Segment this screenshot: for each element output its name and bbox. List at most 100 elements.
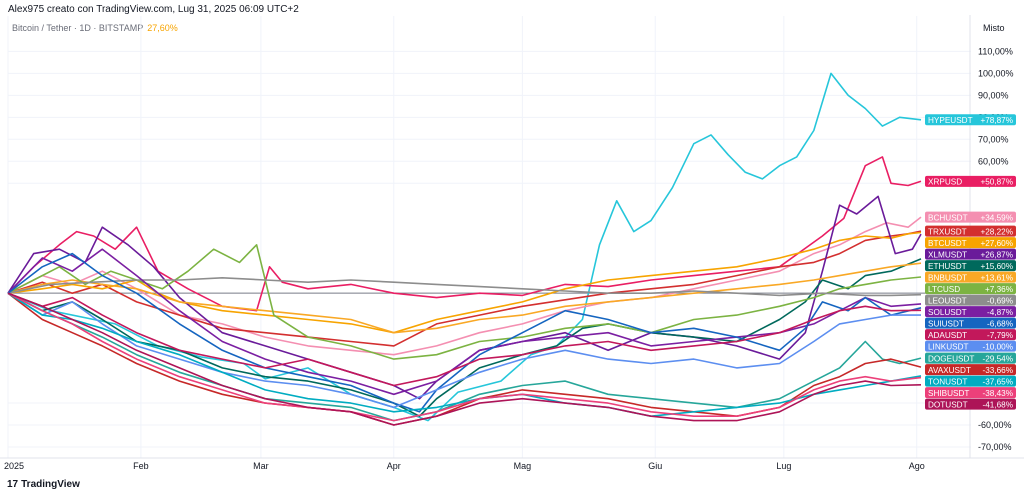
series-end-badge[interactable]: TONUSDT -37,65% <box>925 375 1016 387</box>
series-badge-name: BTCUSDT <box>928 239 967 248</box>
series-end-badge[interactable]: XRPUSD +50,87% <box>925 175 1016 187</box>
series-line-bnbusdt[interactable] <box>7 262 922 334</box>
series-line-bchusdt[interactable] <box>7 216 922 356</box>
y-tick-label: 90,00% <box>978 90 1009 100</box>
series-line-hypeusdt[interactable] <box>7 72 922 422</box>
attribution-text: Alex975 creato con TradingView.com, Lug … <box>8 4 299 15</box>
series-badge-name: LINKUSDT <box>928 342 969 351</box>
series-badge-value: +78,87% <box>980 116 1013 125</box>
series-badge-value: -38,43% <box>983 389 1014 398</box>
series-badge-name: SOLUSDT <box>928 308 967 317</box>
series-end-badge[interactable]: BCHUSDT +34,59% <box>925 211 1016 223</box>
scale-mode-label[interactable]: Misto <box>983 23 1005 33</box>
series-badge-bg <box>925 271 1016 283</box>
series-badge-value: +27,60% <box>980 239 1013 248</box>
series-line-ethusdt[interactable] <box>7 258 922 417</box>
series-badge-bg <box>925 375 1016 387</box>
x-tick-label: Mag <box>514 461 532 471</box>
series-line-leousdt[interactable] <box>7 277 922 297</box>
series-badge-value: +13,61% <box>980 273 1013 282</box>
series-end-badge[interactable]: SHIBUSDT -38,43% <box>925 387 1016 399</box>
symbol-change: 27,60% <box>147 23 178 33</box>
y-tick-label: 110,00% <box>978 46 1013 56</box>
series-badge-bg <box>925 294 1016 306</box>
series-badge-value: -29,54% <box>983 354 1014 363</box>
series-end-badge[interactable]: DOTUSDT -41,68% <box>925 398 1016 410</box>
series-badge-name: TONUSDT <box>928 377 967 386</box>
series-badge-bg <box>925 398 1016 410</box>
series-badge-bg <box>925 283 1016 295</box>
series-end-badge[interactable]: LEOUSDT -0,69% <box>925 294 1016 306</box>
series-line-shibusdt[interactable] <box>7 292 922 422</box>
y-tick-label: -60,00% <box>978 420 1012 430</box>
series-badge-bg <box>925 211 1016 223</box>
series-end-badge[interactable]: AVAXUSDT -33,66% <box>925 364 1016 376</box>
tradingview-logo[interactable]: 17 TradingView <box>7 479 80 490</box>
x-tick-label: Feb <box>133 461 149 471</box>
series-badge-bg <box>925 364 1016 376</box>
series-line-xrpusd[interactable] <box>7 156 922 312</box>
tradingview-logo-mark: 17 <box>7 479 19 490</box>
series-end-badge[interactable]: DOGEUSDT -29,54% <box>925 352 1016 364</box>
series-badge-value: -41,68% <box>983 400 1014 409</box>
series-badge-name: AVAXUSDT <box>928 366 971 375</box>
series-badge-bg <box>925 175 1016 187</box>
series-end-badge[interactable]: ADAUSDT -7,79% <box>925 329 1016 341</box>
series-line-suiusdt[interactable] <box>7 252 922 413</box>
y-tick-label: 70,00% <box>978 134 1009 144</box>
y-tick-label: -70,00% <box>978 442 1012 452</box>
series-end-badge[interactable]: SOLUSDT -4,87% <box>925 306 1016 318</box>
series-line-ltcusd[interactable] <box>7 244 922 360</box>
series-line-dogeusdt[interactable] <box>7 292 922 422</box>
series-end-badge[interactable]: TRXUSDT +28,22% <box>925 225 1016 237</box>
series-badge-name: HYPEUSDT <box>928 116 973 125</box>
series-badge-bg <box>925 329 1016 341</box>
x-tick-label: Mar <box>253 461 269 471</box>
x-tick-label: Giu <box>648 461 662 471</box>
series-badge-value: -0,69% <box>987 296 1013 305</box>
series-badge-value: +34,59% <box>980 213 1013 222</box>
series-badge-bg <box>925 225 1016 237</box>
series-end-badge[interactable]: ETHUSDT +15,60% <box>925 260 1016 272</box>
series-badge-name: DOTUSDT <box>928 400 968 409</box>
series-end-badge[interactable]: XLMUSDT +26,87% <box>925 248 1016 260</box>
series-line-adausdt[interactable] <box>7 292 922 387</box>
series-badge-bg <box>925 248 1016 260</box>
series-badge-bg <box>925 352 1016 364</box>
series-badge-bg <box>925 114 1016 126</box>
series-badge-bg <box>925 306 1016 318</box>
series-badge-value: -37,65% <box>983 377 1014 386</box>
y-tick-label: 100,00% <box>978 68 1014 78</box>
series-end-badge[interactable]: SUIUSDT -6,68% <box>925 317 1016 329</box>
series-badge-name: DOGEUSDT <box>928 354 974 363</box>
series-end-badge[interactable]: HYPEUSDT +78,87% <box>925 114 1016 126</box>
series-badge-name: LTCUSD <box>928 285 960 294</box>
series-line-trxusdt[interactable] <box>7 230 922 347</box>
series-badge-name: TRXUSDT <box>928 227 967 236</box>
series-badge-name: LEOUSDT <box>928 296 967 305</box>
series-badge-name: XLMUSDT <box>928 250 967 259</box>
series-badge-bg <box>925 237 1016 249</box>
series-badge-value: -6,68% <box>987 319 1013 328</box>
symbol-legend[interactable]: Bitcoin / Tether · 1D · BITSTAMP 27,60% <box>12 23 178 33</box>
series-line-linkusdt[interactable] <box>7 292 921 409</box>
x-tick-label: Apr <box>387 461 401 471</box>
series-end-badge[interactable]: LTCUSD +7,36% <box>925 283 1016 295</box>
series-badge-value: -10,00% <box>983 342 1014 351</box>
series-badge-bg <box>925 317 1016 329</box>
series-badge-value: +15,60% <box>980 262 1013 271</box>
y-tick-label: 60,00% <box>978 156 1009 166</box>
series-badge-value: +26,87% <box>980 250 1013 259</box>
series-line-solusdt[interactable] <box>7 248 922 396</box>
x-tick-label: Ago <box>909 461 925 471</box>
series-badge-value: -4,87% <box>987 308 1013 317</box>
series-end-badge[interactable]: BTCUSDT +27,60% <box>925 237 1016 249</box>
series-line-btcusdt[interactable] <box>7 231 922 334</box>
x-tick-label: Lug <box>776 461 791 471</box>
series-line-dotusdt[interactable] <box>7 292 922 426</box>
series-end-badge[interactable]: BNBUSDT +13,61% <box>925 271 1016 283</box>
series-end-badge[interactable]: LINKUSDT -10,00% <box>925 340 1016 352</box>
series-badge-value: +50,87% <box>980 178 1013 187</box>
